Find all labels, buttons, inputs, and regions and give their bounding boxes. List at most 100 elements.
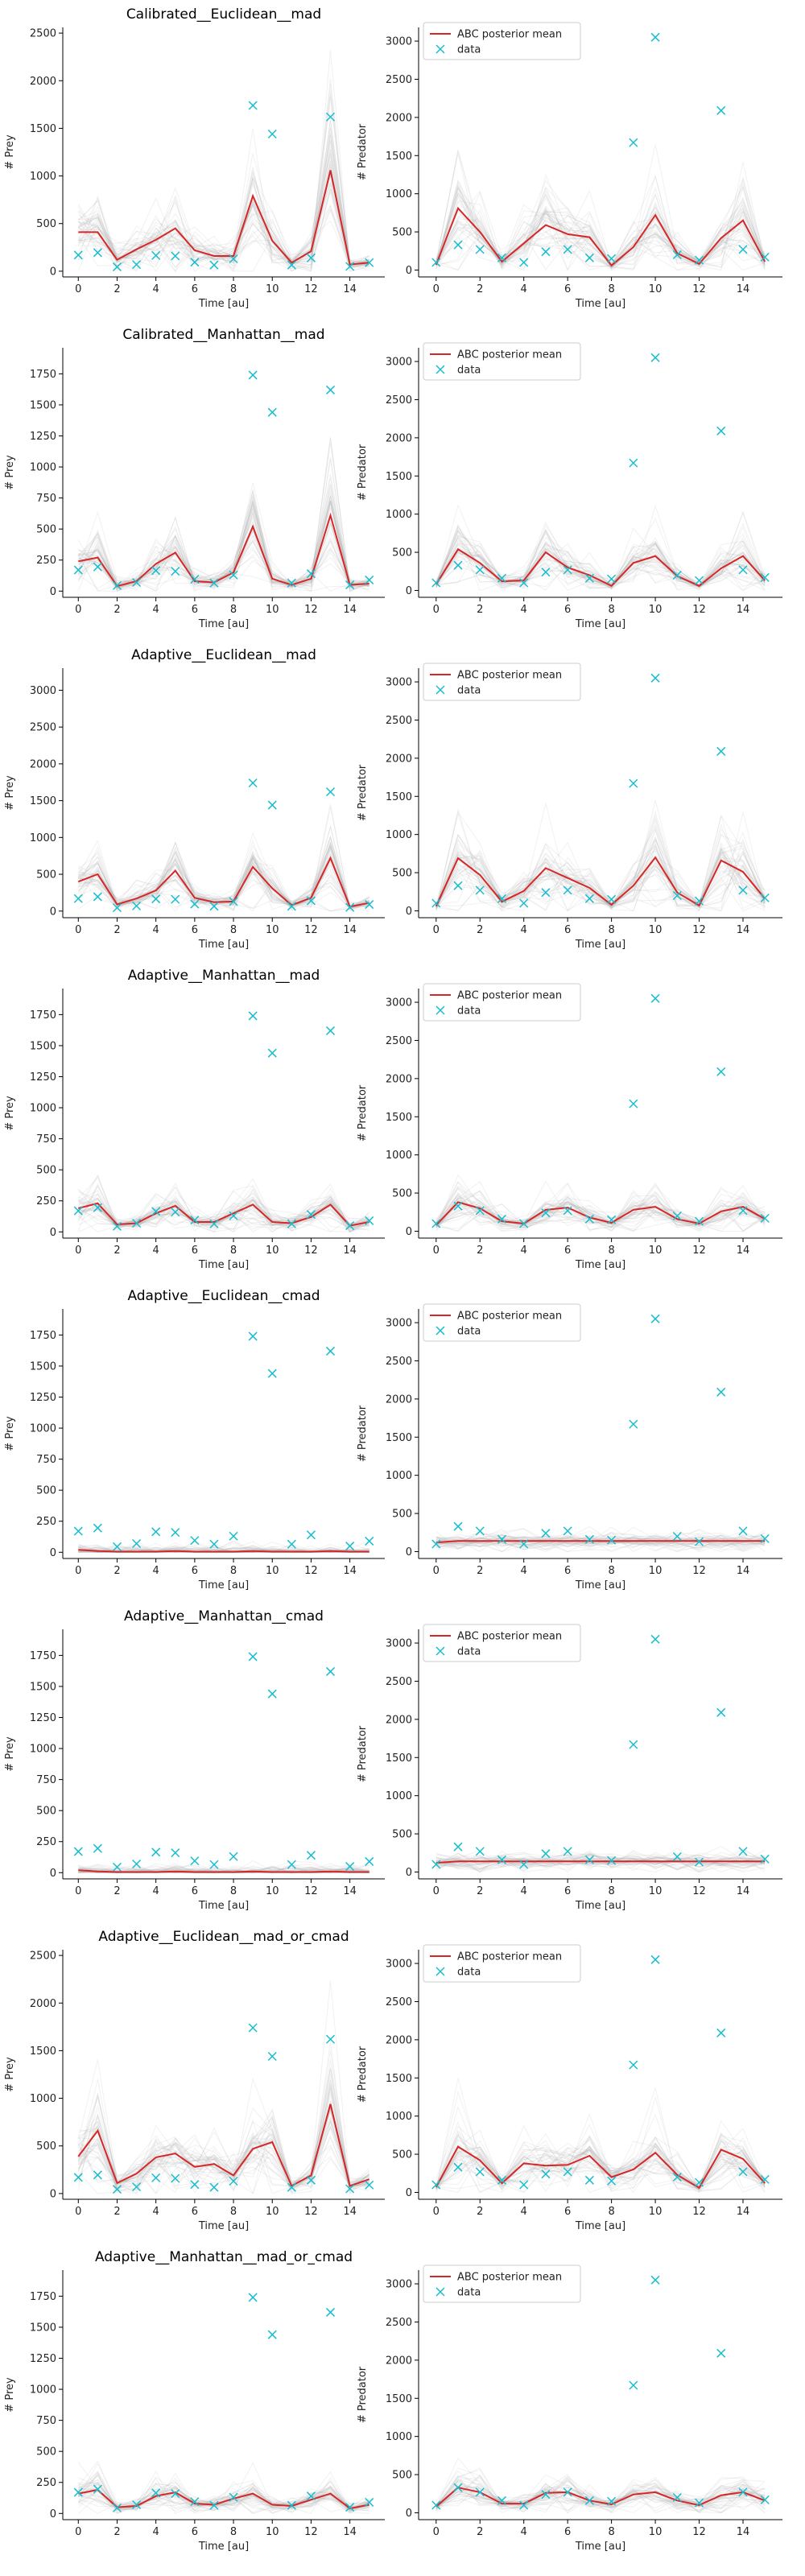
posterior-sample-line bbox=[436, 542, 766, 588]
posterior-sample-line bbox=[436, 1182, 766, 1228]
x-tick-label: 12 bbox=[692, 604, 706, 616]
data-point bbox=[694, 255, 704, 265]
x-axis-label: Time [au] bbox=[198, 2220, 249, 2232]
posterior-sample-line bbox=[436, 2474, 766, 2509]
posterior-sample-line bbox=[436, 807, 766, 910]
x-tick-label: 12 bbox=[692, 2526, 706, 2538]
x-tick-label: 10 bbox=[266, 604, 279, 616]
y-tick-label: 0 bbox=[50, 1547, 56, 1559]
posterior-sample-line bbox=[436, 532, 766, 588]
posterior-mean-line bbox=[436, 1540, 766, 1544]
posterior-sample-line bbox=[436, 2479, 766, 2511]
posterior-sample-line bbox=[77, 2474, 369, 2513]
posterior-sample-line bbox=[436, 191, 766, 270]
x-axis-label: Time [au] bbox=[575, 2541, 625, 2553]
x-tick-label: 0 bbox=[75, 604, 81, 616]
posterior-mean-line bbox=[436, 2487, 766, 2508]
y-tick-label: 1000 bbox=[30, 1423, 56, 1435]
posterior-sample-line bbox=[436, 1854, 766, 1872]
data-point bbox=[497, 2496, 507, 2505]
posterior-sample-line bbox=[436, 1202, 766, 1228]
posterior-sample-line bbox=[436, 518, 766, 588]
legend: ABC posterior mean data bbox=[423, 1303, 581, 1342]
data-point bbox=[365, 1536, 374, 1546]
y-tick-label: 2000 bbox=[386, 432, 412, 444]
x-tick-label: 12 bbox=[692, 1885, 706, 1897]
posterior-sample-line bbox=[436, 2482, 766, 2511]
x-tick-label: 12 bbox=[304, 924, 318, 936]
x-tick-label: 6 bbox=[564, 2526, 571, 2538]
data-point bbox=[607, 2176, 617, 2186]
posterior-sample-line bbox=[436, 2474, 766, 2513]
data-point bbox=[229, 570, 238, 580]
posterior-sample-line bbox=[436, 852, 766, 908]
posterior-sample-line bbox=[436, 836, 766, 907]
data-point bbox=[475, 2167, 485, 2177]
y-tick-label: 1000 bbox=[386, 2111, 412, 2123]
data-point bbox=[672, 1211, 682, 1221]
data-point bbox=[629, 138, 638, 147]
data-point bbox=[541, 247, 551, 257]
data-point bbox=[93, 892, 102, 902]
data-point bbox=[584, 2175, 594, 2185]
y-tick-label: 3000 bbox=[30, 685, 56, 697]
legend: ABC posterior mean data bbox=[423, 22, 581, 60]
posterior-sample-line bbox=[77, 120, 369, 266]
posterior-sample-line bbox=[436, 854, 766, 907]
posterior-sample-line bbox=[436, 834, 766, 910]
posterior-sample-line bbox=[436, 540, 766, 589]
data-point bbox=[287, 902, 296, 911]
posterior-sample-line bbox=[436, 2479, 766, 2513]
data-point bbox=[345, 2503, 355, 2512]
posterior-sample-line bbox=[436, 1858, 766, 1869]
posterior-sample-line bbox=[436, 173, 766, 271]
posterior-sample-line bbox=[436, 540, 766, 586]
x-tick-label: 12 bbox=[304, 604, 318, 616]
posterior-sample-line bbox=[436, 550, 766, 589]
posterior-sample-line bbox=[77, 846, 369, 910]
posterior-sample-line bbox=[436, 837, 766, 907]
data-point bbox=[190, 1536, 200, 1546]
posterior-sample-line bbox=[436, 504, 766, 588]
x-tick-label: 0 bbox=[75, 2526, 81, 2538]
x-tick-label: 14 bbox=[737, 2526, 750, 2538]
posterior-sample-line bbox=[436, 861, 766, 909]
data-point bbox=[306, 1210, 316, 1220]
x-tick-label: 8 bbox=[230, 1565, 237, 1577]
data-point bbox=[650, 993, 660, 1003]
posterior-sample-line bbox=[436, 549, 766, 587]
y-tick-label: 2500 bbox=[386, 1996, 412, 2008]
data-point bbox=[607, 894, 617, 904]
data-point bbox=[171, 894, 180, 904]
data-point bbox=[563, 2167, 572, 2177]
data-point bbox=[229, 2176, 238, 2186]
posterior-sample-line bbox=[436, 161, 766, 271]
legend-mean-label: ABC posterior mean bbox=[457, 990, 562, 1002]
posterior-sample-line bbox=[436, 2147, 766, 2190]
x-tick-label: 14 bbox=[737, 1885, 750, 1897]
posterior-sample-line bbox=[436, 2476, 766, 2509]
data-point bbox=[431, 578, 441, 588]
posterior-sample-line bbox=[77, 496, 369, 592]
posterior-sample-line bbox=[436, 2136, 766, 2191]
data-point bbox=[694, 1216, 704, 1226]
data-point bbox=[93, 562, 102, 572]
data-point bbox=[716, 1707, 726, 1717]
posterior-sample-line bbox=[436, 1531, 766, 1553]
data-point bbox=[132, 2182, 142, 2192]
y-tick-label: 3000 bbox=[386, 1638, 412, 1650]
legend-data-swatch bbox=[436, 1967, 445, 1976]
posterior-sample-line bbox=[436, 224, 766, 268]
posterior-sample-line bbox=[436, 838, 766, 912]
posterior-sample-line bbox=[78, 858, 369, 910]
data-point bbox=[73, 2173, 83, 2182]
y-tick-label: 1250 bbox=[30, 2353, 56, 2365]
posterior-sample-line bbox=[77, 179, 369, 266]
y-tick-label: 500 bbox=[36, 869, 56, 881]
data-point bbox=[519, 578, 529, 588]
x-tick-label: 14 bbox=[737, 924, 750, 936]
x-tick-label: 4 bbox=[153, 924, 159, 936]
posterior-sample-line bbox=[436, 2474, 766, 2514]
posterior-sample-line bbox=[78, 2481, 369, 2512]
posterior-sample-line bbox=[436, 2148, 766, 2194]
